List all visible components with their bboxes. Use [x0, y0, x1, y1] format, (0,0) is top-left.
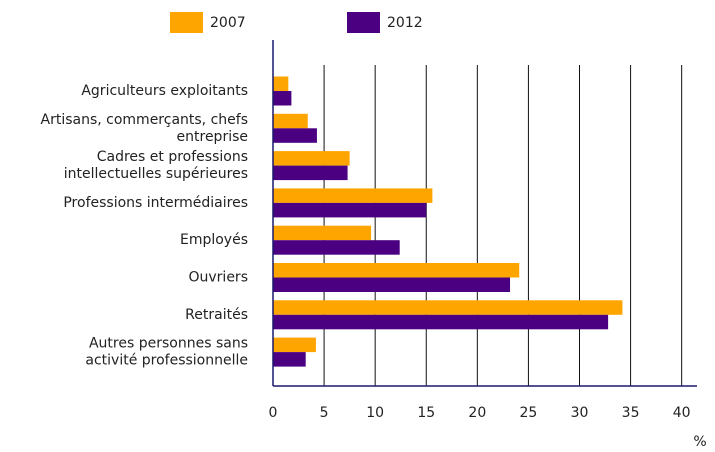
legend-label: 2012: [387, 15, 423, 31]
bar: [273, 337, 316, 353]
legend-swatch: [170, 12, 203, 33]
bar: [273, 314, 609, 330]
bar: [273, 91, 292, 106]
bar: [273, 151, 350, 166]
x-tick-label: 25: [520, 405, 538, 421]
bar: [273, 188, 433, 203]
y-tick-label: Agriculteurs exploitants: [81, 83, 248, 99]
bar: [273, 277, 511, 292]
bar: [273, 202, 427, 218]
y-tick-label: entreprise: [177, 129, 248, 145]
y-tick-label: Professions intermédiaires: [63, 195, 248, 211]
bar: [273, 225, 372, 241]
x-tick-label: 35: [622, 405, 640, 421]
bar: [273, 240, 400, 255]
y-tick-label: activité professionnelle: [85, 353, 248, 369]
x-tick-label: 5: [320, 405, 329, 421]
bar: [273, 352, 306, 367]
y-tick-label: intellectuelles supérieures: [64, 166, 248, 182]
x-tick-label: 30: [571, 405, 589, 421]
bar: [273, 165, 348, 181]
x-tick-label: 10: [366, 405, 384, 421]
x-tick-label: 0: [269, 405, 278, 421]
y-tick-label: Ouvriers: [189, 270, 249, 286]
y-tick-label: Retraités: [185, 307, 248, 323]
y-tick-label: Cadres et professions: [97, 149, 248, 165]
y-tick-label: Autres personnes sans: [89, 336, 248, 352]
bar: [273, 128, 317, 143]
x-tick-label: 40: [673, 405, 691, 421]
x-axis-label: %: [693, 434, 706, 450]
bar: [273, 113, 308, 129]
y-tick-label: Artisans, commerçants, chefs: [41, 112, 249, 128]
bar: [273, 76, 289, 91]
bar: [273, 263, 520, 278]
legend-swatch: [347, 12, 380, 33]
legend-label: 2007: [210, 15, 246, 31]
x-tick-label: 20: [468, 405, 486, 421]
x-tick-label: 15: [417, 405, 435, 421]
bar: [273, 300, 623, 315]
y-tick-label: Employés: [180, 232, 248, 248]
